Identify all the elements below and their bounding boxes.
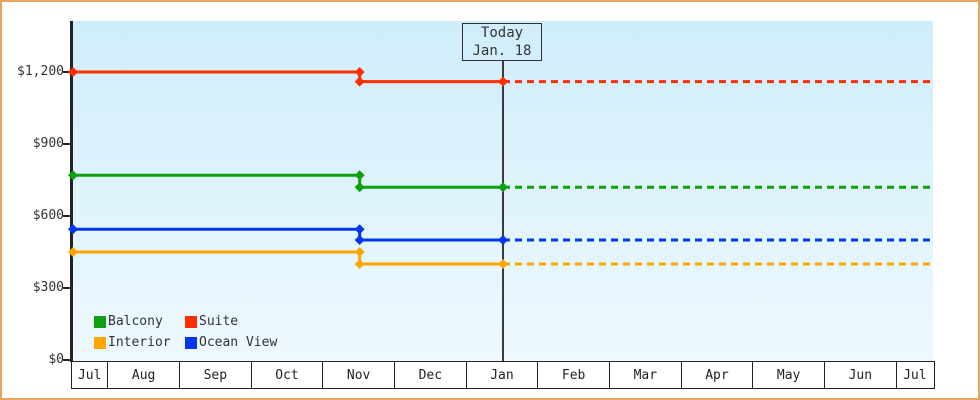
legend-color-swatch	[185, 337, 197, 349]
y-axis-tick-label: $600	[32, 208, 64, 223]
data-point-marker	[498, 182, 508, 193]
y-axis-tick	[63, 359, 71, 361]
series-balcony	[68, 170, 933, 193]
legend-item-ocean-view: Ocean View	[185, 336, 277, 350]
y-axis-tick-label: $300	[32, 280, 64, 295]
data-point-marker	[354, 182, 365, 193]
data-point-marker	[498, 235, 508, 245]
data-point-marker	[354, 247, 365, 257]
y-axis-line	[70, 21, 73, 362]
legend-color-swatch	[94, 316, 106, 328]
month-cell-feb-7: Feb	[538, 362, 610, 388]
month-cell-apr-9: Apr	[681, 362, 754, 388]
series-solid-line	[73, 227, 503, 242]
series-solid-line	[73, 70, 503, 84]
month-cell-dec-5: Dec	[395, 362, 467, 388]
series-solid-line	[73, 250, 503, 266]
data-point-marker	[68, 247, 78, 257]
y-axis-tick	[63, 143, 71, 145]
chart-legend: Balcony Suite Interior Ocean View	[94, 315, 277, 350]
data-point-marker	[354, 235, 365, 245]
y-axis-tick	[63, 215, 71, 217]
data-point-marker	[354, 224, 365, 235]
y-axis-tick-label: $1,200	[17, 64, 64, 79]
legend-label: Balcony	[108, 314, 163, 329]
month-cell-jun-11: Jun	[825, 362, 897, 388]
month-cell-jul-0: Jul	[72, 362, 109, 388]
legend-item-balcony: Balcony	[94, 315, 185, 329]
data-point-marker	[354, 259, 365, 269]
data-point-marker	[68, 170, 78, 181]
data-point-marker	[354, 67, 365, 77]
data-point-marker	[498, 259, 508, 269]
series-solid-line	[73, 173, 503, 189]
legend-color-swatch	[185, 316, 197, 328]
today-date: Jan. 18	[472, 43, 532, 59]
month-cell-nov-4: Nov	[323, 362, 395, 388]
series-interior	[68, 247, 933, 269]
y-axis-tick	[63, 71, 71, 73]
today-label: Today	[480, 25, 524, 41]
data-point-marker	[68, 224, 78, 235]
month-cell-sep-2: Sep	[180, 362, 252, 388]
legend-item-interior: Interior	[94, 336, 185, 350]
y-axis-tick	[63, 287, 71, 289]
data-point-marker	[68, 67, 78, 77]
legend-label: Suite	[199, 314, 239, 329]
legend-item-suite: Suite	[185, 315, 277, 329]
month-cell-mar-8: Mar	[610, 362, 682, 388]
month-cell-jul-12: Jul	[896, 362, 933, 388]
legend-label: Ocean View	[199, 335, 278, 350]
y-axis-tick-label: $0	[48, 352, 64, 367]
month-cell-jan-6: Jan	[466, 362, 539, 388]
legend-label: Interior	[108, 335, 171, 350]
data-point-marker	[354, 170, 365, 181]
y-axis-tick-label: $900	[32, 136, 64, 151]
data-point-marker	[354, 76, 365, 87]
month-cell-oct-3: Oct	[251, 362, 324, 388]
legend-color-swatch	[94, 337, 106, 349]
series-ocean-view	[68, 224, 933, 245]
today-annotation-box: Today Jan. 18	[462, 23, 542, 61]
x-axis-month-row: Jul Aug Sep Oct Nov Dec Jan Feb Mar Apr May Jun Jul	[71, 361, 935, 389]
month-cell-may-10: May	[753, 362, 825, 388]
month-cell-aug-1: Aug	[108, 362, 180, 388]
data-point-marker	[498, 76, 508, 87]
today-vertical-line	[502, 60, 504, 362]
series-suite	[68, 67, 933, 87]
